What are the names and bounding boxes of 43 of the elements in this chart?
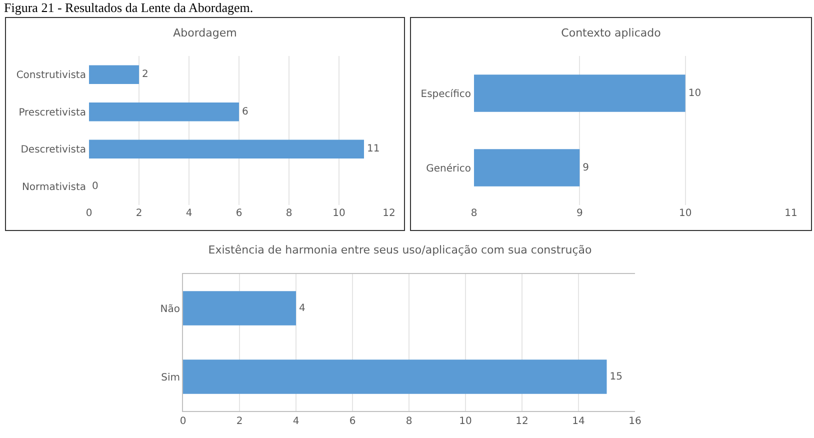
y-tick-label: Normativista xyxy=(22,182,86,193)
chart-title: Contexto aplicado xyxy=(561,26,662,40)
data-label: 2 xyxy=(142,69,148,80)
x-tick-label: 6 xyxy=(236,208,242,219)
text: Figura 21 - Resultados da Lente da Abordagem. xyxy=(4,0,254,15)
bar xyxy=(89,102,239,122)
data-label: 11 xyxy=(367,144,380,155)
x-tick-label: 8 xyxy=(470,208,478,219)
data-label: 0 xyxy=(92,180,98,192)
y-tick-label: Descretivista xyxy=(20,144,86,156)
y-tick-label: Prescretivista xyxy=(18,107,86,118)
x-tick-label: 4 xyxy=(186,208,192,219)
y-tick-label: Genérico xyxy=(426,163,471,174)
x-tick-label: 11 xyxy=(784,208,798,219)
data-label: 4 xyxy=(299,302,306,314)
y-tick-label: Sim xyxy=(161,372,180,384)
x-tick-label: 10 xyxy=(332,208,346,219)
data-label: 15 xyxy=(610,371,622,382)
x-tick-label: 0 xyxy=(86,208,92,219)
x-tick-label: 12 xyxy=(516,416,528,427)
bar xyxy=(89,140,364,158)
chart-title: Abordagem xyxy=(173,26,237,40)
x-tick-label: 10 xyxy=(459,416,472,427)
x-tick-label: 16 xyxy=(628,416,642,427)
x-tick-label: 8 xyxy=(286,208,292,219)
x-tick-label: 14 xyxy=(572,416,585,427)
x-tick-label: 0 xyxy=(180,416,186,427)
y-tick-label: Não xyxy=(160,304,180,315)
x-tick-label: 2 xyxy=(236,416,243,427)
x-tick-label: 6 xyxy=(349,416,356,427)
chart-title: Existência de harmonia entre seus uso/aplicação com sua construção xyxy=(208,244,592,257)
data-label: 9 xyxy=(582,162,590,174)
y-tick-label: Construtivista xyxy=(16,70,86,82)
x-tick-label: 4 xyxy=(292,416,300,427)
x-tick-label: 9 xyxy=(576,208,583,219)
y-tick-label: Específico xyxy=(420,88,471,100)
x-tick-label: 8 xyxy=(406,416,412,427)
x-tick-label: 10 xyxy=(678,208,692,219)
data-label: 10 xyxy=(688,88,702,99)
x-tick-label: 12 xyxy=(382,208,396,219)
x-tick-label: 2 xyxy=(136,208,142,219)
bar xyxy=(89,65,139,84)
data-label: 6 xyxy=(242,106,248,118)
